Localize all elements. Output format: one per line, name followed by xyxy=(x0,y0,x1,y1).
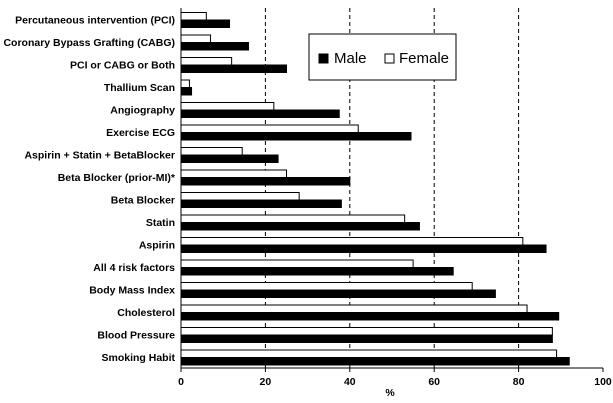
bar-male-2 xyxy=(180,64,287,73)
legend-swatch-male xyxy=(318,53,329,64)
bar-male-11 xyxy=(180,267,454,276)
bar-female-12 xyxy=(180,282,473,291)
bar-male-7 xyxy=(180,177,351,186)
category-label-7: Beta Blocker (prior-MI)* xyxy=(58,172,176,184)
bar-male-14 xyxy=(180,334,553,343)
bar-female-15 xyxy=(180,349,558,358)
bar-female-3 xyxy=(180,79,190,88)
x-tick-label-20: 20 xyxy=(260,376,272,388)
bar-male-1 xyxy=(180,42,250,51)
x-tick-label-0: 0 xyxy=(178,376,184,388)
bar-female-10 xyxy=(180,237,524,246)
x-tick-label-40: 40 xyxy=(344,376,356,388)
category-label-14: Blood Pressure xyxy=(97,329,175,341)
bar-female-11 xyxy=(180,259,414,268)
category-label-9: Statin xyxy=(146,217,175,229)
category-label-15: Smoking Habit xyxy=(101,352,175,364)
bar-male-4 xyxy=(180,109,340,118)
bar-male-10 xyxy=(180,244,547,253)
bar-male-9 xyxy=(180,222,420,231)
category-label-6: Aspirin + Statin + BetaBlocker xyxy=(24,149,175,161)
bar-female-1 xyxy=(180,34,212,43)
category-label-10: Aspirin xyxy=(139,239,175,251)
bars xyxy=(180,12,570,366)
category-label-11: All 4 risk factors xyxy=(93,262,175,274)
bar-female-4 xyxy=(180,102,275,111)
bar-female-5 xyxy=(180,124,359,133)
x-tick-label-60: 60 xyxy=(428,376,440,388)
bar-male-12 xyxy=(180,289,496,298)
bar-male-5 xyxy=(180,132,412,141)
bar-female-14 xyxy=(180,327,553,336)
legend: Male Female xyxy=(308,33,457,81)
category-label-13: Cholesterol xyxy=(117,307,175,319)
category-label-0: Percutaneous intervention (PCI) xyxy=(15,14,175,26)
category-label-2: PCI or CABG or Both xyxy=(70,59,175,71)
bar-male-13 xyxy=(180,312,560,321)
bar-female-6 xyxy=(180,147,243,156)
legend-swatch-female xyxy=(384,53,395,64)
category-label-5: Exercise ECG xyxy=(106,127,175,139)
category-label-12: Body Mass Index xyxy=(89,284,175,296)
bar-female-7 xyxy=(180,169,287,178)
bar-female-9 xyxy=(180,214,406,223)
bar-male-6 xyxy=(180,154,279,163)
bar-female-0 xyxy=(180,12,207,21)
bar-female-2 xyxy=(180,57,233,66)
category-label-3: Thallium Scan xyxy=(104,82,175,94)
category-label-8: Beta Blocker xyxy=(111,194,175,206)
legend-label-female: Female xyxy=(399,50,449,67)
axes: 0 20 40 60 80 100% xyxy=(178,8,612,399)
bar-male-0 xyxy=(180,19,231,28)
x-axis-label: % xyxy=(385,387,395,398)
bar-female-13 xyxy=(180,304,528,313)
bar-male-3 xyxy=(180,87,193,96)
category-labels: Percutaneous intervention (PCI) Coronary … xyxy=(3,14,175,364)
x-tick-label-100: 100 xyxy=(594,376,612,388)
bar-male-8 xyxy=(180,199,342,208)
bar-female-8 xyxy=(180,192,300,201)
bar-male-15 xyxy=(180,357,570,366)
legend-label-male: Male xyxy=(334,50,367,67)
x-tick-label-80: 80 xyxy=(513,376,525,388)
legend-box xyxy=(308,33,457,81)
category-label-4: Angiography xyxy=(110,104,175,116)
category-label-1: Coronary Bypass Grafting (CABG) xyxy=(3,37,175,49)
